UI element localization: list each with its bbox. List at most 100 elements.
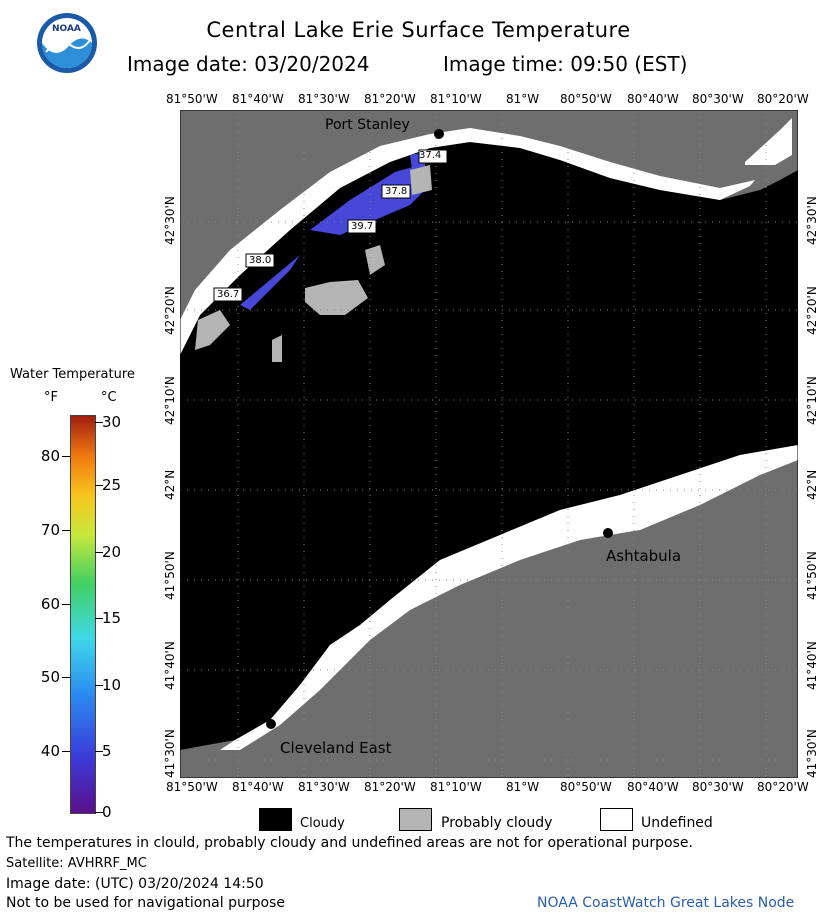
- celsius-tick-label: 25: [102, 476, 122, 494]
- lat-label-left: 42°10'N: [163, 376, 177, 425]
- scale-unit-c: °C: [101, 390, 117, 405]
- fahrenheit-tick-mark: [62, 604, 70, 605]
- celsius-tick-mark: [95, 685, 103, 686]
- cleveland-east-label: Cleveland East: [280, 739, 392, 757]
- scale-title: Water Temperature: [10, 367, 135, 382]
- lon-label-bottom: 80°20'W: [757, 780, 809, 794]
- probably-cloudy-1: [195, 310, 230, 350]
- probably-cloudy-4: [272, 335, 282, 362]
- ashtabula-marker: [603, 528, 613, 538]
- celsius-tick-label: 5: [102, 742, 112, 760]
- map-panel: [179, 109, 799, 779]
- image-time: Image time: 09:50 (EST): [443, 52, 688, 76]
- probably-cloudy-2: [305, 280, 368, 315]
- lon-label-top: 81°W: [506, 92, 540, 106]
- lat-label-right: 42°30'N: [805, 196, 819, 245]
- fahrenheit-tick-label: 80: [40, 447, 60, 465]
- fahrenheit-tick-mark: [62, 751, 70, 752]
- temp-label-2: [381, 184, 411, 199]
- lat-label-left: 41°30'N: [163, 729, 177, 778]
- celsius-tick-mark: [95, 422, 103, 423]
- temp-value-4: 38.0: [249, 255, 272, 266]
- lat-label-right: 42°N: [805, 469, 819, 500]
- celsius-tick-mark: [95, 812, 103, 813]
- celsius-tick-mark: [95, 485, 103, 486]
- celsius-tick-mark: [95, 618, 103, 619]
- fahrenheit-tick-mark: [62, 456, 70, 457]
- lat-label-right: 41°40'N: [805, 641, 819, 690]
- fahrenheit-tick-label: 60: [40, 595, 60, 613]
- undefined-north-shore: [180, 128, 755, 355]
- footer-satellite: Satellite: AVHRRF_MC: [6, 856, 147, 871]
- footer-utc: Image date: (UTC) 03/20/2024 14:50: [6, 876, 264, 892]
- lon-label-top: 81°30'W: [298, 92, 350, 106]
- lon-label-bottom: 81°10'W: [430, 780, 482, 794]
- fahrenheit-tick-label: 70: [40, 521, 60, 539]
- celsius-tick-mark: [95, 751, 103, 752]
- lon-label-top: 80°50'W: [560, 92, 612, 106]
- lat-label-right: 41°50'N: [805, 551, 819, 600]
- lon-label-bottom: 80°50'W: [560, 780, 612, 794]
- lon-label-bottom: 81°20'W: [364, 780, 416, 794]
- probably-cloudy-3: [365, 245, 385, 275]
- celsius-tick-label: 0: [102, 803, 112, 821]
- celsius-tick-label: 30: [102, 413, 122, 431]
- temp-value-1: 37.4: [419, 150, 442, 161]
- logo-text: NOAA: [52, 24, 81, 34]
- celsius-tick-label: 20: [102, 543, 122, 561]
- scale-unit-f: °F: [44, 390, 58, 405]
- lat-label-right: 42°20'N: [805, 286, 819, 335]
- grid-lines: [180, 110, 798, 778]
- legend-swatch-undefined: [600, 808, 633, 831]
- noaa-logo-icon: [36, 12, 98, 74]
- lon-label-top: 80°20'W: [757, 92, 809, 106]
- temp-label-4: [245, 253, 275, 268]
- fahrenheit-tick-label: 40: [40, 742, 60, 760]
- lon-label-top: 81°10'W: [430, 92, 482, 106]
- fahrenheit-tick-mark: [62, 530, 70, 531]
- lat-label-left: 42°20'N: [163, 286, 177, 335]
- celsius-tick-label: 10: [102, 676, 122, 694]
- ashtabula-label: Ashtabula: [606, 547, 682, 565]
- temp-value-2: 37.8: [385, 186, 408, 197]
- lon-label-bottom: 81°W: [506, 780, 540, 794]
- temp-label-5: [213, 287, 243, 302]
- lat-label-right: 42°10'N: [805, 376, 819, 425]
- image-date: Image date: 03/20/2024: [127, 52, 370, 76]
- lat-label-left: 41°40'N: [163, 641, 177, 690]
- lon-label-bottom: 81°30'W: [298, 780, 350, 794]
- fahrenheit-tick-label: 50: [40, 668, 60, 686]
- lon-label-bottom: 81°50'W: [166, 780, 218, 794]
- lon-label-top: 80°40'W: [627, 92, 679, 106]
- legend-label-probably-cloudy: Probably cloudy: [441, 815, 553, 831]
- celsius-tick-label: 15: [102, 609, 122, 627]
- temp-value-5: 36.7: [217, 289, 240, 300]
- legend-label-cloudy: Cloudy: [300, 816, 345, 831]
- port-stanley-marker: [434, 129, 444, 139]
- legend-swatch-cloudy: [259, 808, 292, 831]
- lon-label-top: 80°30'W: [692, 92, 744, 106]
- port-stanley-label: Port Stanley: [325, 117, 410, 133]
- temp-label-3: [347, 219, 377, 234]
- footer-credit: NOAA CoastWatch Great Lakes Node: [537, 895, 795, 911]
- lat-label-right: 41°30'N: [805, 729, 819, 778]
- temp-label-1: [418, 149, 448, 164]
- page-title: Central Lake Erie Surface Temperature: [206, 18, 631, 42]
- lon-label-bottom: 80°30'W: [692, 780, 744, 794]
- legend-label-undefined: Undefined: [641, 815, 713, 831]
- temperature-color-scale: [70, 415, 96, 814]
- undefined-south-shore: [220, 445, 798, 750]
- lat-label-left: 42°N: [163, 469, 177, 500]
- water-cold-1: [310, 165, 430, 235]
- water-cold-2: [240, 255, 300, 310]
- temp-value-3: 39.7: [351, 221, 374, 232]
- lon-label-bottom: 81°40'W: [232, 780, 284, 794]
- footer-note: The temperatures in clould, probably clo…: [6, 835, 693, 851]
- lon-label-top: 81°40'W: [232, 92, 284, 106]
- celsius-tick-mark: [95, 552, 103, 553]
- undefined-east: [745, 118, 792, 165]
- lon-label-bottom: 80°40'W: [627, 780, 679, 794]
- footer-nav: Not to be used for navigational purpose: [6, 895, 285, 911]
- fahrenheit-tick-mark: [62, 677, 70, 678]
- map-svg: [179, 109, 799, 779]
